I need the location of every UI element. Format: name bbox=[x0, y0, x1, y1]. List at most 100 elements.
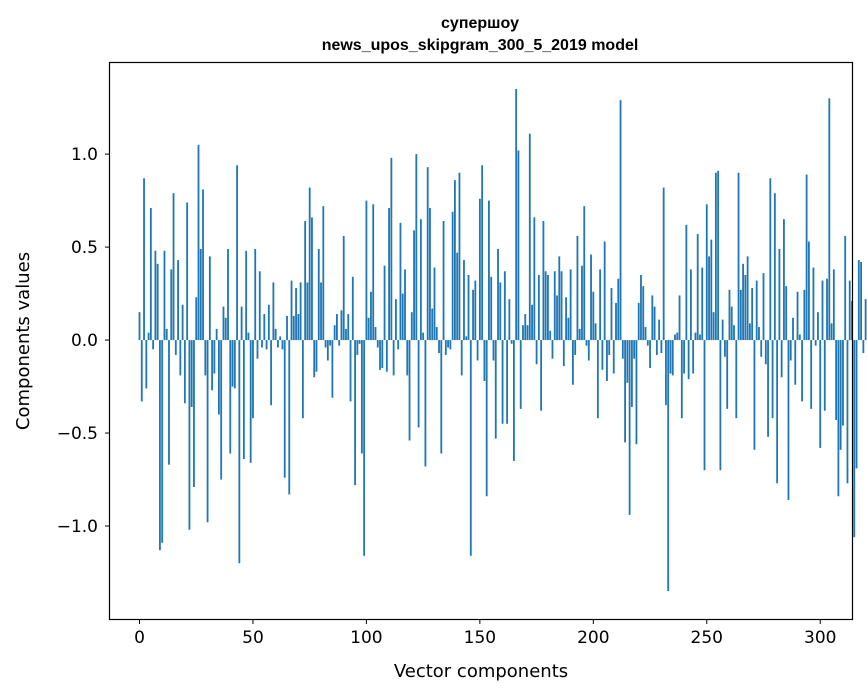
bar bbox=[385, 340, 388, 372]
bar bbox=[644, 327, 647, 341]
bar bbox=[669, 340, 672, 374]
bar bbox=[658, 319, 661, 341]
bar bbox=[562, 340, 565, 367]
bar bbox=[846, 340, 849, 484]
bar bbox=[528, 133, 531, 341]
bar bbox=[478, 198, 481, 341]
bar bbox=[267, 304, 270, 341]
bar bbox=[783, 219, 785, 341]
bar bbox=[197, 144, 200, 341]
bar bbox=[587, 340, 590, 361]
bar bbox=[154, 250, 157, 341]
bar bbox=[193, 340, 195, 487]
bar bbox=[143, 178, 145, 341]
bar bbox=[272, 282, 275, 341]
bar bbox=[860, 261, 862, 341]
bar bbox=[610, 288, 613, 341]
bar bbox=[780, 340, 783, 378]
y-tick-label: 0.0 bbox=[71, 331, 98, 351]
bar bbox=[642, 286, 645, 341]
bar bbox=[211, 340, 214, 391]
bar bbox=[213, 340, 216, 374]
bar bbox=[565, 297, 567, 341]
bar bbox=[703, 340, 706, 471]
x-tick-label: 250 bbox=[691, 628, 723, 648]
bar bbox=[360, 340, 363, 454]
bar bbox=[229, 340, 232, 454]
bar bbox=[258, 271, 261, 341]
chart-subtitle: news_upos_skipgram_300_5_2019 model bbox=[322, 37, 639, 54]
bar bbox=[449, 340, 452, 350]
bar bbox=[608, 340, 611, 355]
bar bbox=[288, 340, 291, 495]
bar bbox=[220, 340, 223, 480]
bar bbox=[274, 328, 277, 341]
bar bbox=[767, 340, 769, 437]
bar bbox=[814, 340, 817, 346]
bar bbox=[456, 252, 459, 341]
bar bbox=[440, 340, 443, 454]
x-tick-label: 100 bbox=[350, 628, 382, 648]
bar bbox=[676, 332, 679, 341]
bar bbox=[599, 269, 602, 341]
bar bbox=[794, 340, 797, 385]
bar bbox=[558, 256, 561, 341]
bar bbox=[460, 340, 463, 376]
y-tick-label: 1.0 bbox=[71, 145, 98, 165]
bar bbox=[737, 172, 740, 341]
bar bbox=[340, 310, 343, 341]
bar bbox=[628, 340, 631, 515]
bar bbox=[336, 314, 338, 341]
bar bbox=[159, 340, 161, 551]
bar bbox=[748, 323, 751, 341]
bar bbox=[401, 293, 404, 341]
bar bbox=[306, 282, 309, 341]
y-tick-label: −0.5 bbox=[57, 424, 98, 444]
bar bbox=[590, 254, 592, 341]
bar bbox=[326, 340, 329, 361]
bar bbox=[204, 340, 207, 376]
bar bbox=[633, 340, 636, 359]
bar bbox=[145, 340, 148, 389]
bar bbox=[823, 340, 826, 411]
bar bbox=[842, 340, 844, 426]
bar bbox=[322, 206, 325, 341]
bar bbox=[864, 299, 867, 341]
bar bbox=[140, 340, 143, 402]
bar bbox=[231, 340, 234, 387]
bar bbox=[199, 248, 202, 341]
bar bbox=[778, 248, 781, 341]
bar bbox=[265, 340, 268, 350]
bar bbox=[687, 340, 690, 380]
bar bbox=[358, 340, 361, 344]
bar bbox=[549, 330, 552, 341]
bar bbox=[147, 332, 150, 341]
bar bbox=[556, 295, 558, 341]
bar bbox=[286, 315, 288, 341]
bar bbox=[828, 98, 831, 341]
bar bbox=[685, 224, 688, 341]
plot-frame bbox=[108, 61, 854, 621]
bar bbox=[338, 340, 341, 346]
bar bbox=[222, 306, 225, 341]
bar bbox=[646, 340, 649, 346]
bar bbox=[254, 248, 257, 341]
bar bbox=[463, 260, 465, 341]
bar bbox=[297, 314, 300, 341]
bar bbox=[413, 230, 415, 341]
bar bbox=[789, 340, 792, 361]
bar bbox=[569, 269, 572, 341]
bar bbox=[347, 314, 350, 341]
bar bbox=[488, 200, 490, 341]
bar bbox=[719, 340, 722, 471]
bar bbox=[848, 280, 851, 341]
bar bbox=[773, 193, 776, 341]
bars-group bbox=[138, 89, 867, 592]
x-tick-label: 0 bbox=[134, 628, 145, 648]
bar bbox=[817, 312, 819, 341]
bar bbox=[501, 340, 504, 424]
bar bbox=[776, 340, 779, 484]
bar bbox=[735, 340, 738, 419]
